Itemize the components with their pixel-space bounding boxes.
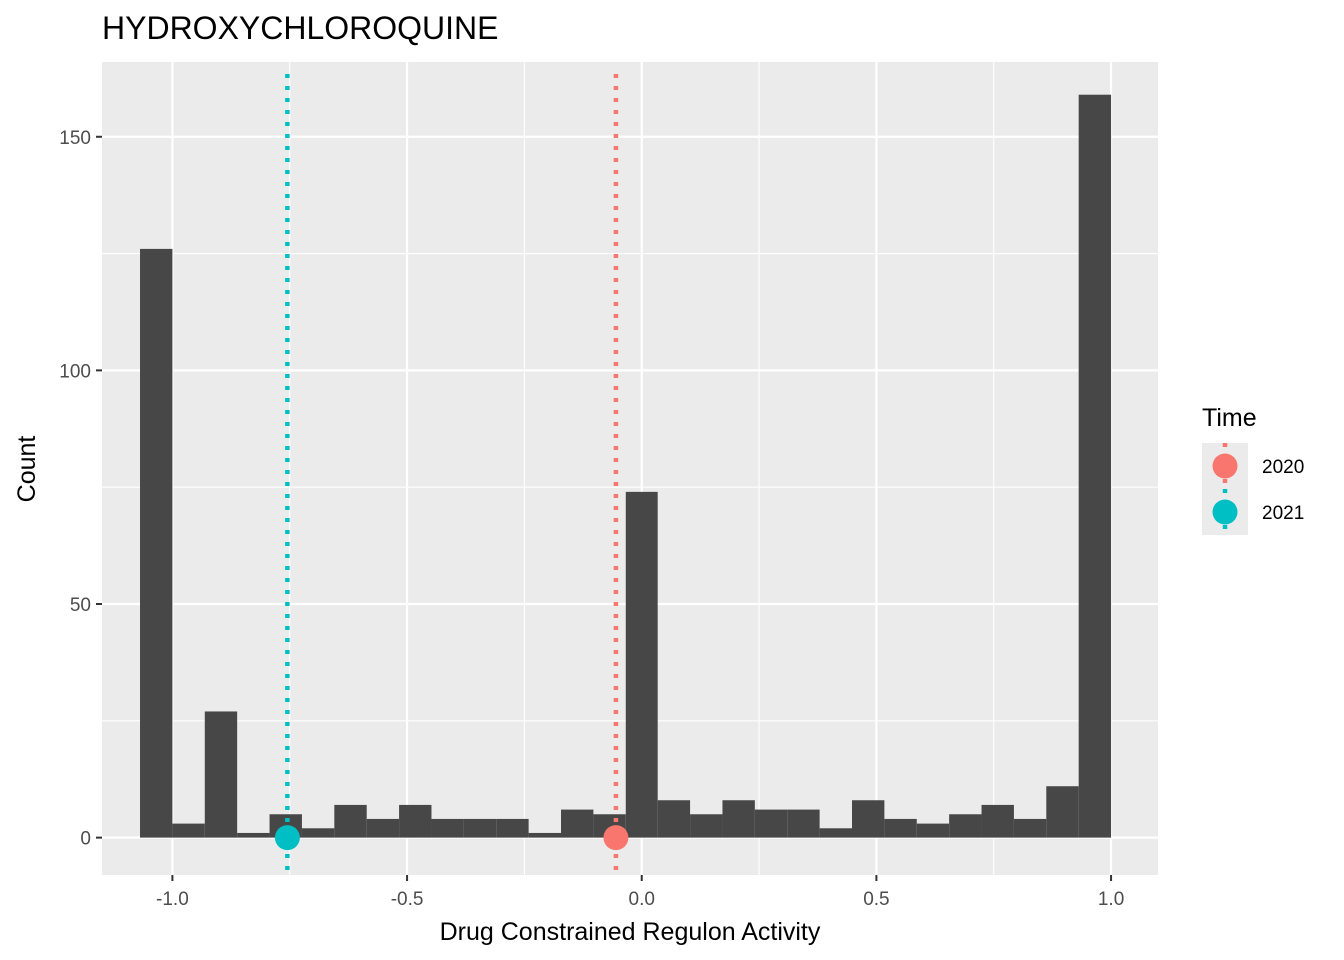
histogram-bar xyxy=(172,823,205,838)
histogram-bar xyxy=(204,711,238,838)
y-tick-label: 100 xyxy=(59,361,91,382)
y-axis: 0 50 100 150 xyxy=(59,128,102,850)
histogram-bar xyxy=(496,818,529,838)
histogram-bar xyxy=(399,804,432,838)
histogram-bar xyxy=(561,809,594,838)
histogram-bar xyxy=(722,800,755,838)
x-tick-label: 1.0 xyxy=(1098,889,1124,910)
histogram-bar xyxy=(884,818,917,838)
x-axis: -1.0 -0.5 0.0 0.5 1.0 xyxy=(156,875,1124,910)
histogram-bar xyxy=(237,832,270,838)
legend-key-point xyxy=(1212,453,1238,479)
histogram-bar xyxy=(366,818,400,838)
histogram-bar xyxy=(657,800,691,838)
y-axis-title: Count xyxy=(13,436,41,503)
histogram-bar xyxy=(949,814,982,838)
legend-label: 2020 xyxy=(1262,457,1304,478)
histogram-bar xyxy=(334,804,367,838)
x-tick-label: 0.0 xyxy=(629,889,655,910)
histogram-bar xyxy=(140,248,173,838)
reference-points xyxy=(274,825,629,851)
histogram-bar xyxy=(463,818,497,838)
histogram-bar xyxy=(787,809,820,838)
histogram-bar xyxy=(754,809,788,838)
legend: Time 2020 2021 xyxy=(1202,404,1304,535)
reference-point-2021 xyxy=(274,825,300,851)
minor-gridlines xyxy=(102,62,1158,875)
histogram-bar xyxy=(916,823,950,838)
legend-key-point xyxy=(1212,499,1238,525)
histogram-bar xyxy=(981,804,1014,838)
x-tick-label: 0.5 xyxy=(863,889,889,910)
x-tick-label: -1.0 xyxy=(156,889,189,910)
histogram-bar xyxy=(690,814,723,838)
y-tick-label: 150 xyxy=(59,128,91,149)
chart-title: HYDROXYCHLOROQUINE xyxy=(102,10,499,46)
x-tick-label: -0.5 xyxy=(391,889,424,910)
legend-label: 2021 xyxy=(1262,503,1304,524)
reference-lines xyxy=(285,74,619,875)
histogram-bar xyxy=(1013,818,1047,838)
histogram-bars xyxy=(140,94,1112,838)
histogram-bar xyxy=(819,828,852,838)
histogram-bar xyxy=(625,491,658,838)
x-axis-title: Drug Constrained Regulon Activity xyxy=(440,918,821,946)
y-tick-label: 0 xyxy=(80,829,91,850)
histogram-bar xyxy=(1078,94,1112,838)
histogram-bar xyxy=(528,832,562,838)
reference-point-2020 xyxy=(603,825,629,851)
y-tick-label: 50 xyxy=(70,595,91,616)
histogram-bar xyxy=(851,800,885,838)
histogram-bar xyxy=(431,818,464,838)
legend-title: Time xyxy=(1202,404,1257,432)
histogram-bar xyxy=(1046,786,1079,838)
histogram-bar xyxy=(301,828,335,838)
